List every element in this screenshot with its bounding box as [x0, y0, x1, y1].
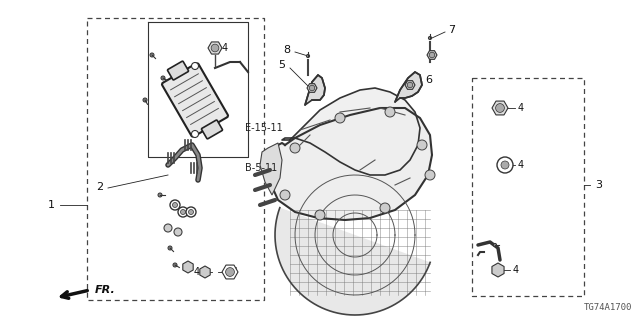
Circle shape — [425, 170, 435, 180]
Polygon shape — [222, 265, 238, 279]
Circle shape — [158, 193, 162, 197]
Circle shape — [493, 244, 497, 247]
Text: 5: 5 — [278, 60, 285, 70]
Circle shape — [168, 246, 172, 250]
Circle shape — [407, 82, 413, 88]
Circle shape — [280, 190, 290, 200]
Circle shape — [315, 210, 325, 220]
Circle shape — [290, 143, 300, 153]
Circle shape — [150, 53, 154, 57]
Polygon shape — [492, 101, 508, 115]
Text: B-5-11: B-5-11 — [245, 163, 277, 173]
Polygon shape — [395, 72, 422, 102]
Text: 4: 4 — [518, 103, 524, 113]
Polygon shape — [427, 51, 437, 59]
Circle shape — [226, 268, 234, 276]
Circle shape — [385, 107, 395, 117]
Circle shape — [429, 52, 435, 58]
Text: 3: 3 — [595, 180, 602, 190]
Polygon shape — [260, 143, 282, 195]
Text: 2: 2 — [96, 182, 103, 192]
FancyBboxPatch shape — [168, 61, 188, 80]
Circle shape — [173, 263, 177, 267]
Circle shape — [417, 140, 427, 150]
Circle shape — [164, 224, 172, 232]
Circle shape — [178, 207, 188, 217]
Circle shape — [501, 161, 509, 169]
Polygon shape — [208, 42, 222, 54]
Text: E-15-11: E-15-11 — [245, 123, 283, 133]
Circle shape — [211, 44, 219, 52]
Circle shape — [143, 98, 147, 102]
Circle shape — [335, 113, 345, 123]
Text: 8: 8 — [283, 45, 290, 55]
Circle shape — [170, 200, 180, 210]
FancyBboxPatch shape — [202, 120, 223, 139]
Circle shape — [173, 203, 177, 207]
Text: 4: 4 — [518, 160, 524, 170]
Text: 4: 4 — [513, 265, 519, 275]
FancyBboxPatch shape — [162, 63, 228, 137]
Circle shape — [309, 85, 315, 91]
Text: 4: 4 — [222, 43, 228, 53]
Text: 7: 7 — [448, 25, 455, 35]
Polygon shape — [307, 84, 317, 92]
Circle shape — [174, 228, 182, 236]
Circle shape — [180, 210, 186, 214]
Text: TG74A1700: TG74A1700 — [584, 303, 632, 312]
Polygon shape — [492, 263, 504, 277]
Circle shape — [191, 131, 198, 138]
Text: 4: 4 — [194, 267, 200, 277]
Polygon shape — [405, 81, 415, 89]
Circle shape — [186, 207, 196, 217]
Circle shape — [189, 210, 193, 214]
Text: FR.: FR. — [95, 285, 116, 295]
Polygon shape — [275, 208, 430, 315]
Polygon shape — [200, 266, 210, 278]
Polygon shape — [305, 75, 325, 105]
Polygon shape — [183, 261, 193, 273]
Circle shape — [497, 157, 513, 173]
Circle shape — [428, 36, 431, 40]
Circle shape — [380, 203, 390, 213]
Circle shape — [161, 76, 165, 80]
Circle shape — [307, 54, 310, 58]
Text: 4: 4 — [232, 267, 238, 277]
Circle shape — [191, 62, 198, 69]
Polygon shape — [282, 88, 420, 175]
Text: 6: 6 — [425, 75, 432, 85]
Circle shape — [495, 104, 504, 112]
Text: 1: 1 — [48, 200, 55, 210]
Polygon shape — [268, 108, 432, 220]
